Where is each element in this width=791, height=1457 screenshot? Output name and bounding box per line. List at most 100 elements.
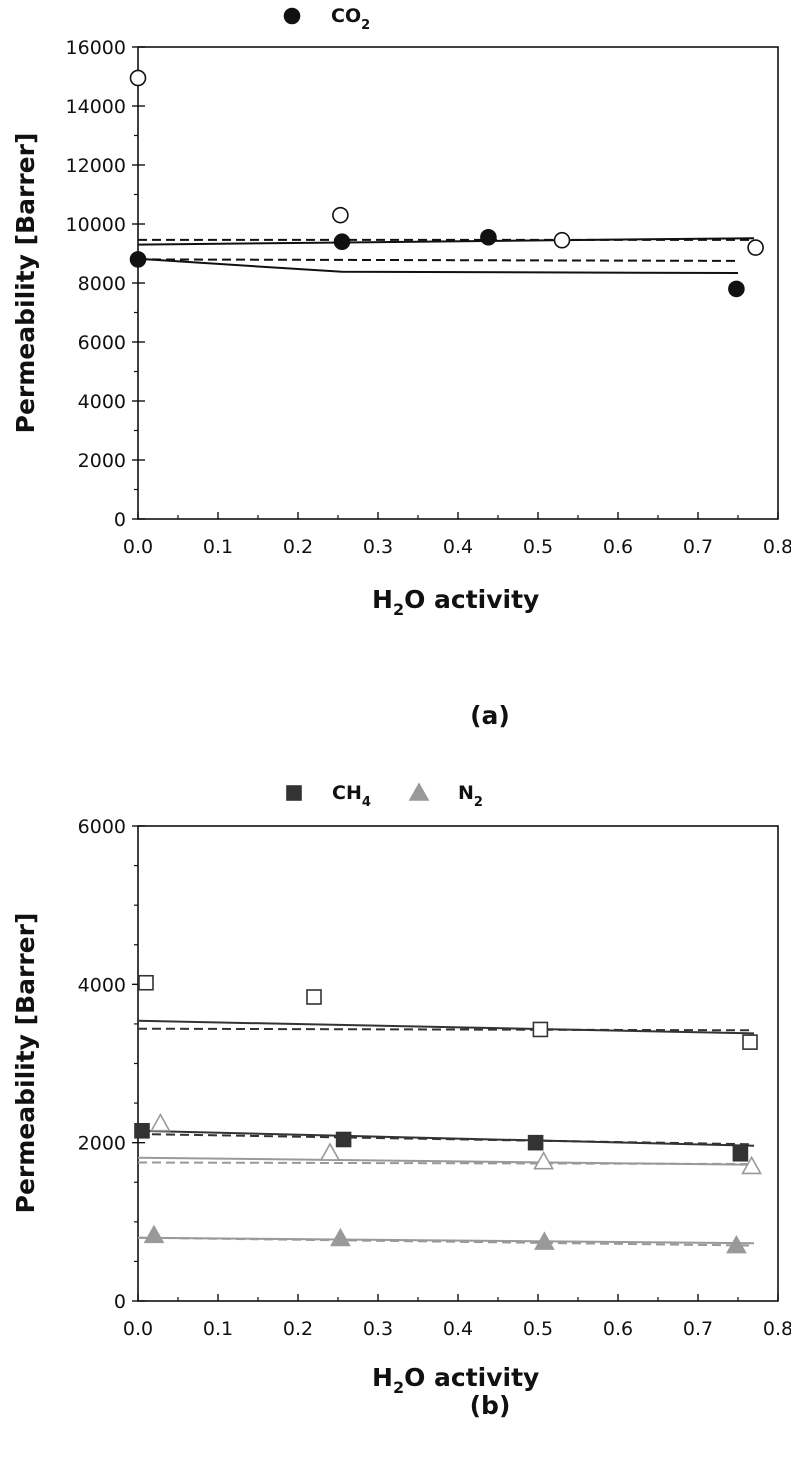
data-point-filled-triangle [534, 1231, 555, 1250]
x-tick-label: 0.4 [443, 536, 473, 558]
legend-entry-n2: N2 [408, 782, 483, 810]
x-tick-label: 0.2 [283, 1318, 313, 1340]
data-point-open-square [532, 1021, 549, 1038]
legend-marker [283, 7, 301, 25]
legend-label: N2 [458, 782, 483, 810]
data-point-filled-square [527, 1134, 544, 1151]
series-open-triangle [150, 1113, 762, 1175]
data-point-open-circle [747, 239, 764, 256]
y-tick-label: 0 [114, 1291, 126, 1313]
data-point-open-square [742, 1034, 758, 1050]
y-tick-label: 2000 [78, 450, 126, 472]
x-axis-title-rest: O activity [404, 585, 539, 614]
data-point-filled-square [335, 1131, 352, 1148]
chart-panel-a: 0.0 0.1 0.2 0.3 0.4 0.5 0.6 0.7 0.8 0 2000 4000 6000… [11, 5, 791, 730]
y-tick-label: 4000 [78, 391, 126, 413]
y-tick-label: 8000 [78, 273, 126, 295]
data-point-open-triangle [150, 1113, 171, 1132]
y-tick-label: 0 [114, 509, 126, 531]
data-point-open-circle [332, 206, 349, 224]
plot-frame [137, 825, 779, 1302]
legend-label-main: CO [331, 5, 361, 27]
fit-line-dashed [137, 1133, 755, 1146]
fit-line-solid [137, 1019, 755, 1035]
x-axis-title: H2O activity [372, 585, 539, 619]
x-tick-label: 0.0 [123, 1318, 153, 1340]
data-point-open-square [306, 989, 322, 1005]
data-point-filled-square [134, 1122, 150, 1139]
x-tick-label: 0.5 [523, 1318, 553, 1340]
plot-frame [137, 46, 779, 520]
x-tick-label: 0.1 [203, 1318, 233, 1340]
data-point-open-triangle [741, 1155, 762, 1175]
legend-label: CH4 [332, 782, 371, 810]
data-point-filled-triangle [726, 1234, 747, 1254]
legend-marker [286, 785, 302, 801]
series-open-circle [129, 69, 764, 256]
data-point-filled-circle [728, 280, 745, 298]
fit-line-solid [137, 1156, 755, 1166]
data-point-open-circle [553, 231, 571, 249]
legend-label-subscript: 2 [361, 18, 370, 33]
x-axis-title-main: H [372, 1363, 393, 1392]
x-tick-label: 0.2 [283, 536, 313, 558]
series-filled-circle [129, 228, 745, 298]
data-point-open-circle [129, 69, 147, 87]
x-tick-label: 0.6 [603, 536, 633, 558]
y-tick-label: 2000 [78, 1133, 126, 1155]
series-filled-square [134, 1122, 749, 1162]
data-point-open-triangle [533, 1151, 554, 1170]
y-axis-title: Permeability [Barrer] [11, 913, 40, 1214]
x-axis-title-main: H [372, 585, 393, 614]
data-point-filled-triangle [330, 1227, 351, 1247]
fit-line-dashed [137, 1161, 755, 1165]
y-tick-label: 6000 [78, 332, 126, 354]
x-tick-label: 0.7 [683, 536, 713, 558]
series-filled-triangle [143, 1224, 747, 1254]
data-point-filled-square [732, 1145, 749, 1162]
chart-panel-b: 0.0 0.1 0.2 0.3 0.4 0.5 0.6 0.7 0.8 0 2000 4000 6000… [11, 782, 791, 1420]
fit-line-solid [137, 257, 739, 274]
y-tick-label: 10000 [66, 214, 126, 236]
panel-label: (b) [470, 1391, 511, 1420]
legend-label-main: N [458, 782, 474, 804]
fit-line-solid [137, 237, 755, 246]
y-tick-label: 6000 [78, 816, 126, 838]
x-tick-label: 0.7 [683, 1318, 713, 1340]
legend-label-subscript: 4 [362, 795, 371, 810]
x-axis-title: H2O activity [372, 1363, 539, 1397]
x-tick-label: 0.8 [763, 1318, 791, 1340]
data-point-filled-circle [480, 228, 497, 246]
legend-entry-ch4: CH4 [286, 782, 371, 810]
x-tick-label: 0.3 [363, 1318, 393, 1340]
x-axis-title-subscript: 2 [393, 600, 404, 619]
data-point-filled-circle [333, 233, 351, 250]
fit-line-dashed [137, 1236, 755, 1247]
y-tick-label: 16000 [66, 37, 126, 59]
legend-label-subscript: 2 [474, 795, 483, 810]
legend-entry-co2: CO2 [283, 5, 370, 33]
x-tick-label: 0.6 [603, 1318, 633, 1340]
y-axis-title: Permeability [Barrer] [11, 133, 40, 434]
x-tick-label: 0.8 [763, 536, 791, 558]
fit-line-dashed [137, 258, 739, 262]
legend-marker [408, 782, 430, 801]
x-tick-label: 0.0 [123, 536, 153, 558]
data-point-open-triangle [319, 1142, 341, 1161]
series-open-square [138, 974, 758, 1050]
legend-label-main: CH [332, 782, 362, 804]
legend-label: CO2 [331, 5, 370, 33]
x-tick-label: 0.4 [443, 1318, 473, 1340]
y-tick-label: 12000 [66, 155, 126, 177]
x-axis-title-subscript: 2 [393, 1378, 404, 1397]
x-tick-label: 0.3 [363, 536, 393, 558]
data-point-filled-triangle [143, 1224, 165, 1244]
y-tick-label: 14000 [66, 96, 126, 118]
data-point-filled-circle [129, 251, 147, 268]
data-point-open-square [138, 974, 154, 991]
fit-line-dashed [137, 1027, 755, 1032]
x-tick-label: 0.1 [203, 536, 233, 558]
x-axis-title-rest: O activity [404, 1363, 539, 1392]
x-tick-label: 0.5 [523, 536, 553, 558]
